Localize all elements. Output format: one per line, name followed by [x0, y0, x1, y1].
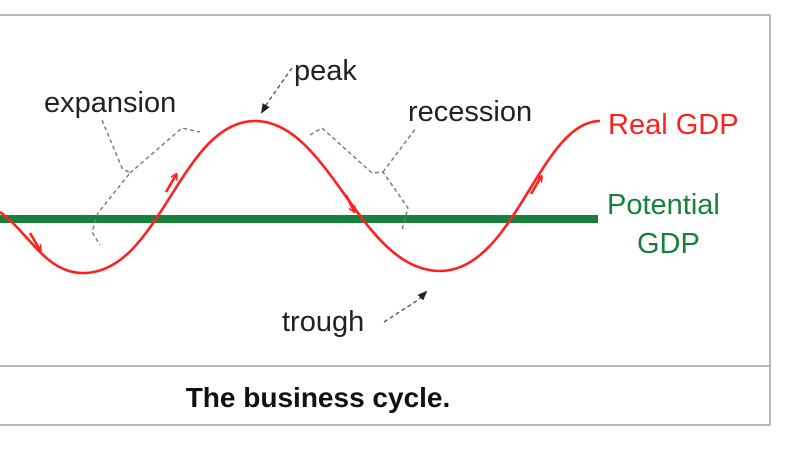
expansion-label: expansion [44, 87, 176, 119]
real-gdp-arrow-4 [529, 177, 541, 195]
real-gdp-curve [0, 119, 601, 275]
expansion-leader-right [129, 127, 201, 174]
diagram-frame [0, 14, 771, 426]
diagram-caption: The business cycle. [186, 382, 451, 413]
real-gdp-label: Real GDP [608, 109, 739, 141]
peak-pointer [260, 67, 293, 114]
expansion-bracket [91, 119, 132, 246]
trough-label: trough [282, 306, 364, 338]
potential-gdp-label-line1: Potential [607, 189, 720, 221]
real-gdp-arrow-1 [28, 232, 40, 250]
recession-leader [382, 127, 417, 173]
real-gdp-arrow-3 [344, 194, 354, 211]
recession-bracket [309, 127, 409, 231]
real-gdp-arrow-2 [164, 175, 176, 193]
potential-gdp-label-line2: GDP [637, 228, 700, 260]
peak-label: peak [294, 55, 357, 87]
trough-pointer [383, 290, 428, 323]
recession-label: recession [408, 96, 532, 128]
